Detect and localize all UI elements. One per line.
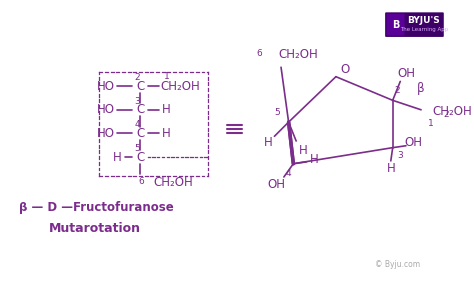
Text: 2: 2	[135, 73, 140, 82]
Text: O: O	[341, 63, 350, 76]
Text: H: H	[310, 153, 319, 166]
Text: 1: 1	[428, 119, 433, 128]
Text: 1: 1	[164, 72, 169, 81]
Text: β — D —Fructofuranose: β — D —Fructofuranose	[19, 201, 173, 214]
Text: CH₂OH: CH₂OH	[153, 176, 193, 189]
Text: 3: 3	[397, 151, 403, 160]
Text: H: H	[386, 162, 395, 175]
Text: C: C	[136, 103, 144, 116]
Text: 3: 3	[134, 97, 140, 106]
Text: 4: 4	[135, 121, 140, 129]
Text: B: B	[392, 20, 399, 30]
Text: HO: HO	[97, 127, 115, 140]
Text: 2: 2	[395, 86, 400, 95]
Text: H: H	[299, 144, 307, 157]
Text: CH₂OH: CH₂OH	[432, 105, 472, 118]
Text: 4: 4	[286, 169, 292, 178]
Text: 6: 6	[256, 48, 262, 57]
Text: HO: HO	[97, 80, 115, 93]
Text: HO: HO	[97, 103, 115, 116]
Text: 2: 2	[444, 110, 449, 119]
Text: BYJU'S: BYJU'S	[408, 16, 440, 25]
Text: C: C	[136, 127, 144, 140]
Text: C: C	[136, 151, 144, 164]
Text: Mutarotation: Mutarotation	[49, 222, 141, 235]
Text: 5: 5	[274, 108, 280, 117]
Text: H: H	[264, 136, 272, 149]
Text: C: C	[136, 80, 144, 93]
FancyBboxPatch shape	[386, 14, 404, 36]
Text: 6: 6	[138, 177, 144, 186]
Text: 5: 5	[134, 144, 140, 153]
Text: CH₂OH: CH₂OH	[161, 80, 201, 93]
Text: H: H	[162, 127, 171, 140]
Text: OH: OH	[267, 178, 285, 191]
Text: OH: OH	[397, 67, 415, 80]
Text: β: β	[417, 82, 425, 95]
Text: CH₂OH: CH₂OH	[278, 48, 318, 61]
Text: The Learning App: The Learning App	[400, 27, 448, 32]
Text: © Byju.com: © Byju.com	[375, 260, 420, 269]
Text: H: H	[113, 151, 122, 164]
Text: OH: OH	[404, 136, 422, 149]
Text: H: H	[162, 103, 171, 116]
FancyBboxPatch shape	[385, 12, 444, 37]
